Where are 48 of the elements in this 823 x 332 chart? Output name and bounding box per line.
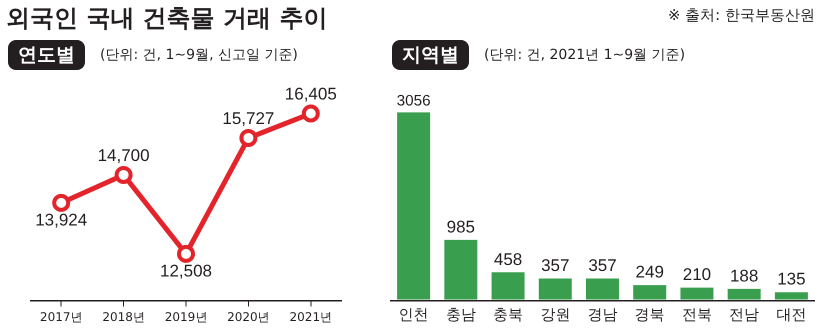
x-tick-label: 충북 (493, 306, 524, 324)
data-label: 985 (446, 217, 476, 236)
x-tick-label: 2017년 (40, 310, 82, 324)
chart-title: 지역별 (392, 40, 469, 70)
bar (632, 284, 668, 300)
bar (585, 278, 620, 300)
x-tick-label: 2019년 (164, 310, 208, 324)
bar (443, 238, 478, 300)
bar (726, 288, 762, 300)
data-label: 458 (494, 250, 522, 269)
data-label: 249 (636, 262, 664, 282)
data-label: 3056 (396, 92, 431, 110)
chart-subtitle: (단위: 건, 2021년 1~9월 기준) (484, 46, 686, 64)
data-label: 15,727 (222, 108, 274, 128)
text: 외국인 국내 건축물 거래 추이 (6, 3, 328, 34)
point (177, 244, 195, 263)
chart-subtitle: (단위: 건, 1~9월, 신고일 기준) (100, 46, 298, 64)
x-tick-label: 전남 (729, 306, 760, 324)
point (114, 166, 133, 184)
x-tick-label: 경남 (588, 306, 618, 324)
x-tick-label: 2021년 (290, 310, 332, 324)
x-tick-label: 2018년 (102, 310, 145, 324)
x-tick-label: 경북 (634, 306, 665, 324)
data-label: 210 (682, 265, 712, 284)
text: ※ 출처: 한국부동산원 (668, 6, 815, 25)
point (52, 194, 70, 212)
point (239, 128, 258, 147)
data-label: 357 (588, 256, 617, 276)
data-label: 16,405 (284, 84, 337, 104)
point (302, 104, 320, 123)
x-tick-label: 강원 (540, 306, 570, 324)
chart-title: 연도별 (8, 40, 85, 70)
bar (538, 278, 573, 300)
bar (396, 111, 432, 300)
x-tick-label: 2020년 (227, 310, 270, 324)
x-tick-label: 대전 (776, 306, 806, 324)
data-label: 135 (777, 270, 806, 289)
x-tick-label: 전북 (682, 306, 712, 324)
bar (490, 271, 526, 300)
data-label: 357 (541, 256, 570, 276)
x-tick-label: 인천 (398, 306, 429, 324)
data-label: 188 (730, 266, 758, 286)
bar (774, 291, 809, 300)
bar (679, 286, 714, 300)
data-label: 13,924 (35, 210, 88, 230)
data-label: 12,508 (160, 261, 212, 280)
x-tick-label: 충남 (446, 306, 476, 324)
data-label: 14,700 (98, 146, 150, 165)
